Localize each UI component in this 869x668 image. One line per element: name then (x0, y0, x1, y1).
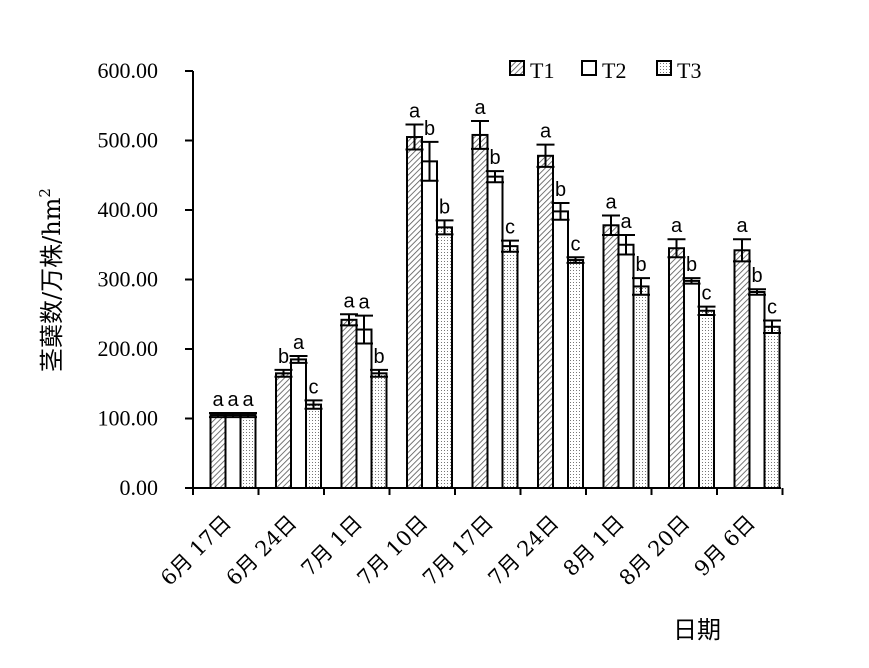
bar-t1-3 (406, 136, 423, 489)
legend-label-t1: T1 (530, 58, 554, 83)
significance-letter-t1-2: a (343, 290, 355, 312)
x-axis-title: 日期 (673, 616, 721, 644)
bar-t2-8 (748, 291, 766, 490)
category-label: 6月 24日 (222, 511, 302, 591)
bar-t3-7 (698, 309, 715, 489)
bar-t1-8 (733, 249, 751, 489)
bar-t3-3 (436, 226, 453, 489)
significance-letter-t1-8: a (736, 215, 748, 237)
y-axis: 0.00 100.00 200.00 300.00 400.00 500.00 600.00 (98, 58, 194, 500)
bar-t1-0 (209, 414, 227, 489)
significance-letter-t2-7: b (686, 254, 697, 276)
legend-swatch-t2 (581, 60, 597, 76)
y-axis-title-superscript: 2 (36, 188, 54, 198)
bars (209, 133, 781, 490)
bar-t2-7 (683, 279, 700, 490)
y-tick-label: 300.00 (98, 267, 159, 292)
category-label: 6月 17日 (156, 511, 236, 591)
significance-letter-t1-7: a (671, 215, 683, 237)
y-tick-label: 0.00 (120, 475, 159, 500)
significance-letter-t2-4: b (489, 147, 500, 169)
bar-t3-6 (632, 285, 650, 490)
significance-letter-t3-4: c (505, 217, 515, 239)
y-tick-label: 500.00 (98, 128, 159, 153)
bar-t1-1 (275, 372, 292, 490)
significance-letter-t1-3: a (409, 101, 421, 123)
legend-swatch-t1 (509, 60, 525, 76)
bar-t2-2 (355, 328, 373, 490)
legend-label-t3: T3 (677, 58, 701, 83)
bar-t1-7 (668, 247, 685, 489)
x-axis (192, 487, 784, 495)
bar-t2-4 (486, 175, 504, 489)
bar-t3-5 (567, 259, 584, 490)
bar-t1-2 (340, 318, 358, 489)
y-axis-title: 茎蘖数/万株/hm2 (36, 188, 66, 372)
legend: T1 T2 T3 (509, 58, 701, 83)
category-label: 7月 10日 (353, 511, 433, 591)
significance-letter-t3-6: b (635, 254, 646, 276)
category-label: 7月 17日 (418, 511, 498, 591)
significance-letter-t2-1: a (293, 332, 305, 354)
legend-label-t2: T2 (602, 58, 626, 83)
significance-letter-t3-1: c (309, 376, 319, 398)
significance-letter-t3-3: b (439, 196, 450, 218)
significance-letter-t1-4: a (474, 97, 486, 119)
significance-letter-t2-8: b (751, 265, 762, 287)
bar-t3-4 (501, 245, 519, 489)
bar-t3-2 (370, 372, 388, 490)
significance-letter-t1-5: a (540, 121, 552, 143)
significance-letter-t2-6: a (620, 211, 632, 233)
legend-swatch-t3 (656, 60, 672, 76)
category-label: 8月 20日 (615, 511, 695, 591)
significance-letter-t2-5: b (555, 179, 566, 201)
bar-t1-4 (471, 133, 489, 489)
bar-t1-5 (537, 154, 554, 489)
bar-t2-0 (224, 414, 242, 489)
significance-letter-t3-2: b (373, 346, 384, 368)
bar-t3-1 (305, 403, 322, 490)
error-bars (209, 120, 781, 419)
significance-letter-t3-0: a (242, 389, 254, 411)
bar-t2-1 (290, 358, 307, 489)
bar-t1-6 (602, 224, 620, 489)
significance-letter-t2-3: b (424, 118, 435, 140)
y-tick-label: 400.00 (98, 197, 159, 222)
significance-letter-t1-1: b (278, 346, 289, 368)
bar-t2-6 (617, 243, 635, 489)
y-tick-label: 600.00 (98, 58, 159, 83)
significance-letter-t2-2: a (358, 292, 370, 314)
significance-letter-t3-7: c (702, 283, 712, 305)
category-label: 9月 6日 (690, 511, 760, 581)
y-tick-label: 200.00 (98, 336, 159, 361)
bar-t3-0 (239, 414, 257, 489)
bar-t2-3 (421, 160, 438, 489)
significance-letter-t2-0: a (227, 389, 239, 411)
significance-letter-t1-0: a (212, 389, 224, 411)
significance-letter-t3-8: c (767, 297, 777, 319)
bar-t3-8 (763, 325, 781, 490)
bar-t2-5 (552, 210, 569, 489)
category-label: 7月 24日 (484, 511, 564, 591)
significance-letter-t3-5: c (571, 233, 581, 255)
significance-letter-t1-6: a (605, 192, 617, 214)
y-tick-label: 100.00 (98, 406, 159, 431)
